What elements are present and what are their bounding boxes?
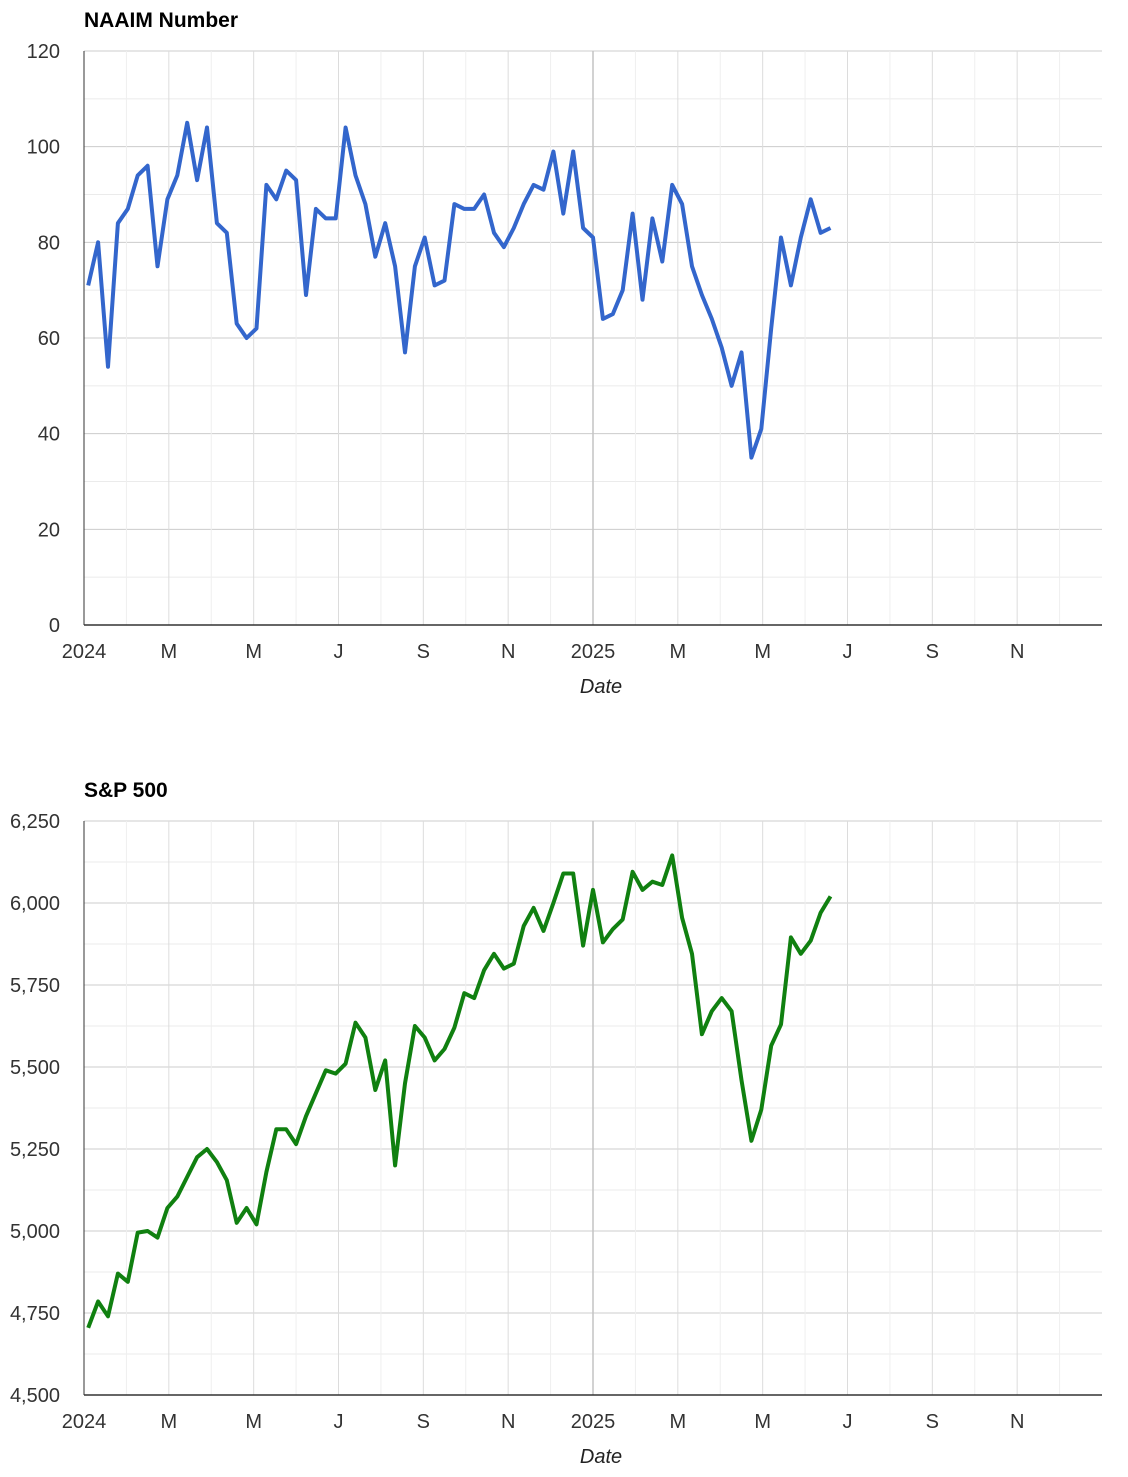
x-tick-label: J bbox=[334, 1411, 344, 1433]
y-tick-label: 20 bbox=[38, 519, 60, 541]
x-tick-label: J bbox=[334, 641, 344, 663]
series-line bbox=[86, 120, 832, 460]
x-tick-label: J bbox=[843, 1411, 853, 1433]
x-tick-label: 2025 bbox=[571, 641, 616, 663]
x-tick-label: M bbox=[245, 641, 262, 663]
x-axis-title: Date bbox=[580, 676, 622, 698]
y-tick-label: 100 bbox=[27, 137, 60, 159]
x-tick-label: J bbox=[843, 641, 853, 663]
x-tick-label: M bbox=[754, 1411, 771, 1433]
x-tick-label: M bbox=[669, 641, 686, 663]
y-tick-label: 4,750 bbox=[10, 1303, 60, 1325]
series-line bbox=[86, 853, 833, 1329]
y-tick-label: 120 bbox=[27, 41, 60, 63]
y-tick-label: 5,500 bbox=[10, 1057, 60, 1079]
x-tick-label: M bbox=[160, 1411, 177, 1433]
x-axis-title: Date bbox=[580, 1446, 622, 1468]
x-tick-label: 2025 bbox=[571, 1411, 616, 1433]
x-tick-label: S bbox=[417, 641, 430, 663]
x-tick-label: 2024 bbox=[62, 1411, 107, 1433]
y-tick-label: 5,000 bbox=[10, 1221, 60, 1243]
y-tick-label: 5,250 bbox=[10, 1139, 60, 1161]
y-tick-label: 6,000 bbox=[10, 893, 60, 915]
chart-title: NAAIM Number bbox=[84, 9, 238, 32]
x-tick-label: M bbox=[160, 641, 177, 663]
x-tick-label: 2024 bbox=[62, 641, 107, 663]
x-tick-label: S bbox=[926, 641, 939, 663]
x-tick-label: M bbox=[245, 1411, 262, 1433]
x-tick-label: N bbox=[501, 1411, 515, 1433]
x-tick-label: N bbox=[1010, 1411, 1024, 1433]
x-tick-label: M bbox=[669, 1411, 686, 1433]
chart-title: S&P 500 bbox=[84, 779, 168, 802]
y-tick-label: 40 bbox=[38, 424, 60, 446]
x-tick-label: S bbox=[926, 1411, 939, 1433]
y-tick-label: 0 bbox=[49, 615, 60, 637]
x-tick-label: S bbox=[417, 1411, 430, 1433]
x-tick-label: N bbox=[1010, 641, 1024, 663]
y-tick-label: 60 bbox=[38, 328, 60, 350]
y-tick-label: 6,250 bbox=[10, 811, 60, 833]
x-tick-label: M bbox=[754, 641, 771, 663]
y-tick-label: 80 bbox=[38, 232, 60, 254]
y-tick-label: 4,500 bbox=[10, 1385, 60, 1407]
x-tick-label: N bbox=[501, 641, 515, 663]
y-tick-label: 5,750 bbox=[10, 975, 60, 997]
